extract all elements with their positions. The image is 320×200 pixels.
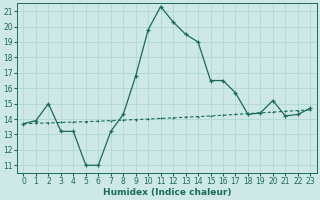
X-axis label: Humidex (Indice chaleur): Humidex (Indice chaleur)	[103, 188, 231, 197]
